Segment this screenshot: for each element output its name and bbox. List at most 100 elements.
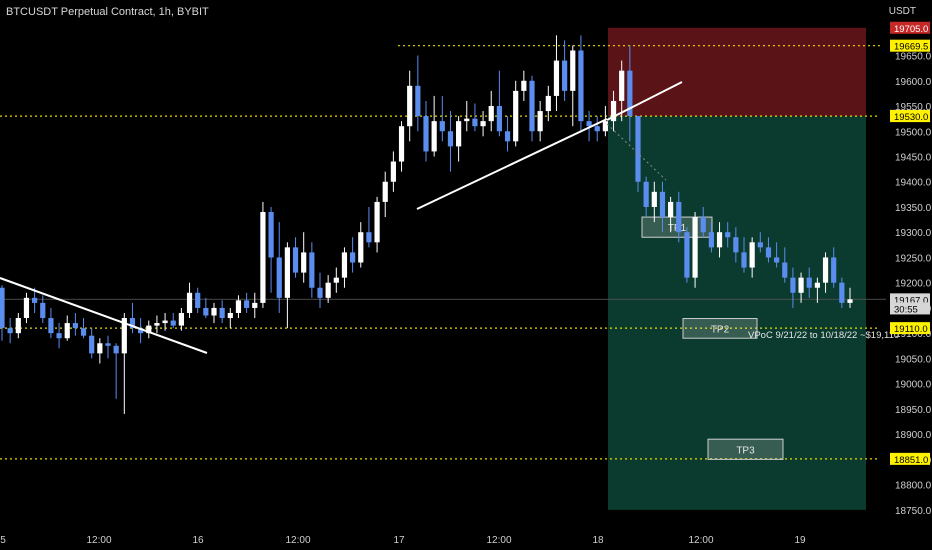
candle-body [822,257,829,283]
candle [268,206,274,293]
candle [708,222,714,253]
y-tick-label: 19300.0 [895,228,932,239]
candle [765,237,772,263]
candle [423,100,429,162]
candle [456,116,462,162]
candle-body [814,282,820,288]
take-profit-label: TP3 [736,445,755,456]
candle [619,60,625,122]
candle-body [741,252,747,268]
y-tick-label: 19100.0 [895,329,932,340]
candle [398,121,405,172]
candle [635,116,641,192]
candle-body [317,287,323,298]
candle-body [276,257,282,298]
y-tick-label: 19550.0 [895,102,932,113]
price-label-text: 19669.5 [894,42,928,53]
candle-body [456,121,462,147]
candle-body [350,252,356,263]
trend-line [0,277,208,354]
candle-body [643,181,649,207]
candle-body [602,121,608,132]
candle [407,70,413,142]
candle-body [529,80,535,132]
price-label-text: 18851.0 [894,455,928,466]
candle [390,151,396,192]
candle-body [325,282,331,298]
candle-body [178,312,184,326]
candle [504,116,511,152]
candle-body [594,126,600,132]
candle-body [415,85,421,117]
candle-body [138,328,144,334]
candle [195,287,201,313]
candle-body [97,343,103,354]
candle [822,252,829,293]
candle-body [757,242,763,248]
candle-body [619,70,625,101]
candle-body [659,191,666,218]
candle-body [244,300,250,308]
candle [260,201,266,308]
candle [521,70,527,101]
candle [562,40,568,101]
candle-body [333,277,339,283]
candle [292,237,299,278]
candle [382,171,388,218]
candle-body [668,201,674,218]
candle-body [260,212,266,303]
candle-body [790,277,796,293]
candle-body [341,252,348,278]
candle [513,80,519,147]
x-tick-label: 18 [592,535,604,546]
candle [602,106,608,137]
take-profit-zone [608,116,866,510]
price-label-bg [890,322,930,335]
price-label: 30:55 [890,302,930,315]
candle [72,312,78,336]
take-profit-box: TP3 [707,438,784,460]
candle-body [586,121,592,127]
candle-body [309,252,315,288]
candle [97,338,103,364]
projection-line [606,123,667,181]
candle-body [513,90,519,142]
candle [113,343,119,399]
price-label-bg [890,452,930,465]
candle-body [227,312,233,319]
take-profit-box: TP2 [682,318,758,339]
candle-body [627,70,633,117]
candle [464,100,470,132]
price-label-text: 30:55 [894,304,918,315]
candle [692,212,698,288]
candle [668,196,674,233]
candle-body [129,318,136,329]
candle [162,312,168,331]
y-tick-label: 18900.0 [895,430,932,441]
candle [415,55,421,132]
candle [757,232,763,253]
candle [814,277,820,303]
candle [170,312,176,329]
candle [0,285,5,341]
candle [252,292,258,319]
price-unit: USDT [888,6,916,17]
price-label-text: 19167.0 [894,295,928,306]
candle-body [684,232,690,278]
y-tick-label: 19450.0 [895,152,932,163]
candle [80,318,87,339]
candle-body [407,85,413,127]
candle [733,227,739,263]
candle [89,328,95,359]
x-tick-label: 19 [794,535,806,546]
take-profit-label: TP2 [711,324,730,335]
candle [439,95,445,142]
candle [545,85,551,122]
price-label: 19110.0 [890,322,930,335]
candle-body [700,217,706,233]
candle-body [195,292,201,308]
price-label: 19705.0 [890,21,930,35]
candle-body [521,80,527,91]
candle-body [358,232,364,263]
